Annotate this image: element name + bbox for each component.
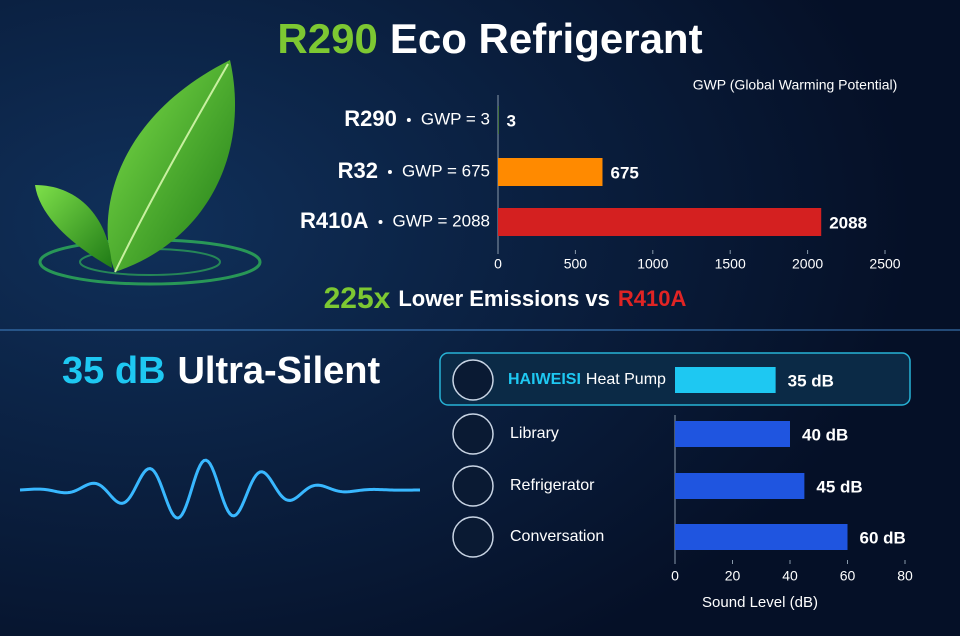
x-tick-label: 1500: [715, 256, 746, 272]
value-label: 35 dB: [788, 371, 834, 390]
category-label: Refrigerator: [510, 477, 595, 494]
x-tick-label: 0: [494, 256, 502, 272]
note-text: Lower Emissions vs: [398, 286, 610, 311]
category-name: Refrigerator: [510, 477, 595, 494]
value-label: 2088: [829, 213, 867, 232]
category-icon: [452, 465, 494, 507]
leaf-illustration: [35, 60, 262, 286]
category-detail: GWP = 3: [421, 109, 490, 128]
category-label: R32: [338, 158, 378, 183]
x-tick-label: 40: [782, 568, 798, 584]
note: 225x Lower Emissions vs R410A: [324, 282, 687, 315]
bar: [675, 421, 790, 447]
bar: [675, 524, 848, 550]
category-label: R290: [344, 106, 397, 131]
separator-dot: [406, 118, 411, 122]
category-detail: GWP = 2088: [393, 211, 491, 230]
x-tick-label: 20: [725, 568, 741, 584]
category-detail: GWP = 675: [402, 161, 490, 180]
category-label: Conversation: [510, 528, 604, 545]
x-tick-label: 80: [897, 568, 913, 584]
x-tick-label: 0: [671, 568, 679, 584]
category-label: HAIWEISI Heat Pump: [508, 371, 666, 388]
x-tick-label: 1000: [637, 256, 668, 272]
x-tick-label: 500: [564, 256, 588, 272]
category-name: Library: [510, 425, 559, 442]
bar: [675, 367, 776, 393]
separator-dot: [378, 220, 383, 224]
x-axis-label: Sound Level (dB): [702, 594, 818, 611]
axis-label: GWP (Global Warming Potential): [693, 77, 898, 93]
value-label: 45 dB: [816, 477, 862, 496]
x-tick-label: 60: [840, 568, 856, 584]
sound-wave: [19, 458, 421, 520]
title-highlight: R290: [277, 15, 377, 62]
value-label: 40 dB: [802, 425, 848, 444]
category-name: Heat Pump: [586, 371, 666, 388]
value-label: 3: [506, 111, 515, 130]
value-label: 60 dB: [860, 528, 906, 547]
title-highlight: 35 dB: [62, 350, 165, 392]
category-icon: [452, 516, 494, 558]
x-tick-label: 2000: [792, 256, 823, 272]
title: R290 Eco Refrigerant: [277, 15, 702, 62]
value-label: 675: [610, 163, 638, 182]
category-label: Library: [510, 425, 559, 442]
separator-dot: [387, 170, 392, 174]
category-icon: [452, 359, 494, 401]
note-target: R410A: [618, 286, 687, 311]
category-name: Conversation: [510, 528, 604, 545]
brand: HAIWEISI: [508, 371, 581, 388]
category-icon: [452, 413, 494, 455]
title-text: Ultra-Silent: [177, 350, 380, 392]
x-tick-label: 2500: [869, 256, 900, 272]
title-text: Eco Refrigerant: [390, 15, 703, 62]
category-label: R410A: [300, 208, 369, 233]
bar: [498, 208, 822, 236]
title: 35 dB Ultra-Silent: [62, 350, 381, 392]
bar: [675, 473, 805, 499]
bar: [498, 158, 603, 186]
note-highlight: 225x: [324, 282, 391, 315]
